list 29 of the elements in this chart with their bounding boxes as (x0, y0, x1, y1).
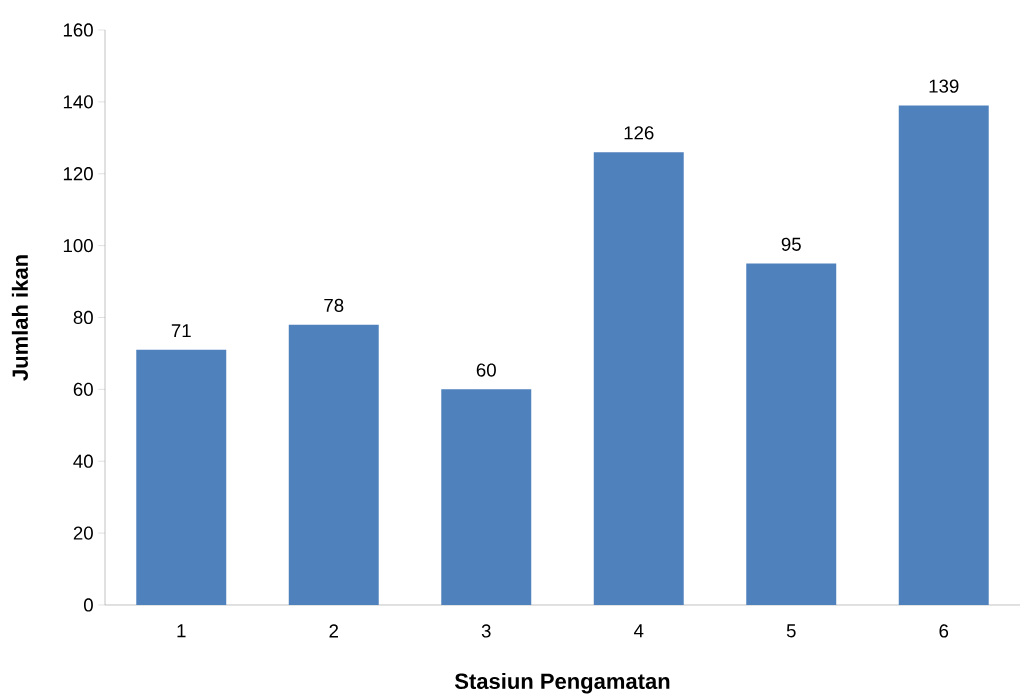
y-tick-label: 160 (63, 23, 93, 37)
x-axis-title: Stasiun Pengamatan (454, 672, 670, 694)
data-label: 139 (929, 79, 959, 93)
y-tick-label: 140 (63, 95, 93, 109)
y-tick-label: 120 (63, 167, 93, 181)
y-tick-label: 20 (73, 526, 93, 540)
y-tick-label: 80 (73, 310, 93, 325)
x-tick-label: 3 (481, 624, 491, 638)
x-tick-label: 5 (786, 624, 796, 638)
y-tick-label: 0 (83, 598, 93, 612)
bar (746, 263, 837, 605)
x-tick-label: 2 (329, 624, 339, 638)
bar (136, 349, 227, 605)
bar (898, 105, 989, 605)
bar (441, 389, 532, 605)
data-label: 126 (624, 126, 654, 140)
x-tick-label: 4 (633, 624, 644, 638)
bar (593, 152, 684, 605)
y-tick-label: 60 (73, 382, 93, 396)
data-label: 71 (171, 324, 191, 338)
data-label: 78 (324, 298, 344, 312)
y-tick-label: 100 (63, 238, 93, 253)
x-tick-label: 1 (177, 624, 186, 638)
data-label: 95 (781, 237, 801, 251)
y-tick-label: 40 (73, 454, 93, 468)
bar (288, 324, 379, 605)
x-tick-label: 6 (939, 624, 949, 638)
data-label: 60 (476, 363, 496, 377)
y-axis-title: Jumlah ikan (11, 255, 28, 381)
